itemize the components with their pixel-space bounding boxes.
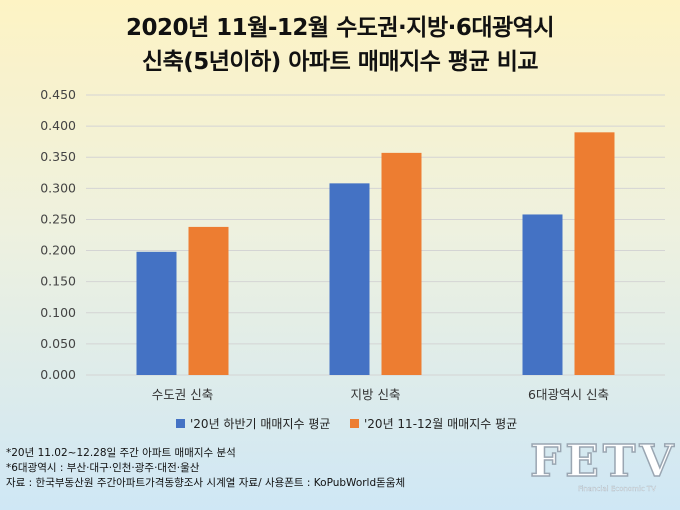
y-tick-label: 0.050	[40, 336, 76, 351]
legend-swatch	[176, 419, 185, 428]
legend-label: '20년 11-12월 매매지수 평균	[364, 417, 517, 431]
bar-1-0	[329, 183, 370, 375]
y-tick-label: 0.250	[40, 211, 76, 226]
y-tick-label: 0.200	[40, 243, 76, 258]
logo-subtitle: Financial Economic TV	[577, 485, 656, 493]
bar-0-1	[188, 226, 229, 375]
bar-1-1	[381, 152, 422, 375]
y-tick-label: 0.400	[40, 118, 76, 133]
x-category-label: 지방 신축	[351, 387, 401, 402]
y-tick-label: 0.100	[40, 305, 76, 320]
bar-chart: 0.000 0.050 0.100 0.150 0.200 0.250 0.300 0.350…	[40, 87, 665, 431]
footnote-2: *6대광역시 : 부산·대구·인천·광주·대전·울산	[6, 462, 200, 474]
y-tick-label: 0.150	[40, 274, 76, 289]
y-tick-label: 0.000	[40, 367, 76, 382]
logo-text: FETV	[529, 436, 678, 487]
legend-swatch	[350, 419, 359, 428]
chart-title-line-1: 2020년 11월-12월 수도권·지방·6대광역시	[126, 15, 555, 41]
footnote-source: 자료 : 한국부동산원 주간아파트가격동향조사 시계열 자료/ 사용폰트 : K…	[6, 477, 406, 489]
legend-label: '20년 하반기 매매지수 평균	[190, 417, 330, 431]
bar-2-0	[522, 214, 563, 375]
chart-title-line-2: 신축(5년이하) 아파트 매매지수 평균 비교	[141, 49, 539, 75]
x-category-label: 수도권 신축	[152, 387, 213, 402]
y-tick-label: 0.350	[40, 149, 76, 164]
y-tick-label: 0.300	[40, 180, 76, 195]
bar-0-0	[136, 251, 177, 375]
y-tick-label: 0.450	[40, 87, 76, 102]
bar-2-1	[574, 132, 615, 375]
footnotes: *20년 11.02~12.28일 주간 아파트 매매지수 분석 *6대광역시 …	[6, 446, 405, 491]
fetv-logo: FETV Financial Economic TV	[529, 436, 678, 502]
footnote-1: *20년 11.02~12.28일 주간 아파트 매매지수 분석	[6, 447, 236, 459]
x-category-label: 6대광역시 신축	[528, 387, 609, 402]
